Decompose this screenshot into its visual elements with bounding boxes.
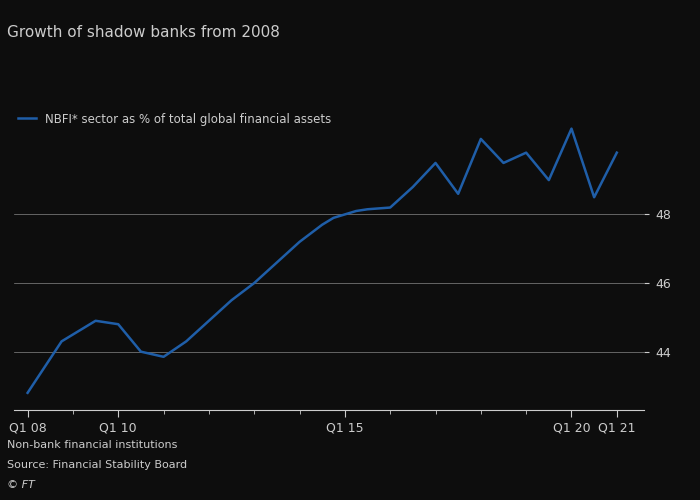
Text: Non-bank financial institutions: Non-bank financial institutions	[7, 440, 177, 450]
Legend: NBFI* sector as % of total global financial assets: NBFI* sector as % of total global financ…	[13, 108, 337, 130]
Text: Source: Financial Stability Board: Source: Financial Stability Board	[7, 460, 187, 470]
Text: Growth of shadow banks from 2008: Growth of shadow banks from 2008	[7, 25, 280, 40]
Text: © FT: © FT	[7, 480, 35, 490]
